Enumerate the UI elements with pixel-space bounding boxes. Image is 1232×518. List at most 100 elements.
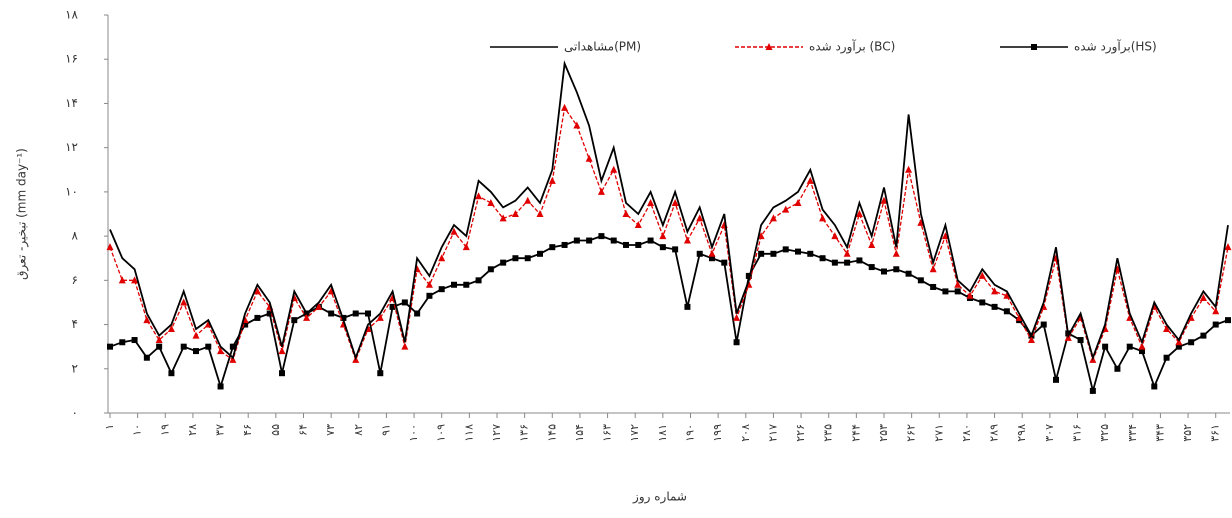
triangle-marker xyxy=(966,291,974,299)
square-marker xyxy=(782,246,789,253)
square-marker xyxy=(733,339,740,346)
square-marker xyxy=(414,310,421,317)
triangle-marker xyxy=(278,347,286,355)
x-tick-label: ۲۴۴ xyxy=(849,424,862,442)
triangle-marker xyxy=(167,324,175,332)
square-marker xyxy=(1077,337,1084,344)
square-marker xyxy=(107,343,113,350)
square-marker xyxy=(463,281,470,288)
triangle-marker xyxy=(733,313,741,321)
square-marker xyxy=(991,303,998,310)
square-marker xyxy=(954,288,961,295)
triangle-marker xyxy=(819,214,827,222)
square-marker xyxy=(1212,321,1219,328)
x-tick-label: ۳۶۱ xyxy=(1209,424,1222,442)
y-axis-title: تبخیر- تعرق (mm day⁻¹) xyxy=(15,148,30,280)
triangle-marker xyxy=(1138,342,1146,350)
y-tick-label: ۲ xyxy=(72,361,78,375)
square-marker xyxy=(1040,321,1047,328)
triangle-marker xyxy=(622,210,630,217)
square-marker xyxy=(426,292,433,299)
triangle-marker xyxy=(868,240,876,248)
square-marker xyxy=(586,237,593,244)
square-marker xyxy=(1225,317,1231,324)
triangle-marker xyxy=(929,265,937,273)
square-marker xyxy=(647,237,654,244)
x-tick-label: ۲۱۷ xyxy=(766,424,779,442)
triangle-marker xyxy=(536,210,544,217)
y-tick-label: ۴ xyxy=(72,317,78,331)
square-marker xyxy=(266,310,273,317)
legend-label: مشاهداتی(PM) xyxy=(564,40,641,54)
square-marker xyxy=(598,233,605,240)
x-tick-label: ۳۵۲ xyxy=(1181,424,1194,442)
square-marker xyxy=(328,310,335,317)
square-marker xyxy=(131,337,138,344)
x-tick-label: ۲۰۸ xyxy=(739,424,752,442)
triangle-marker xyxy=(696,214,704,222)
triangle-marker xyxy=(683,236,691,244)
square-marker xyxy=(475,277,482,284)
x-tick-label: ۳۲۵ xyxy=(1098,424,1111,442)
square-marker xyxy=(1200,332,1207,339)
x-tick-label: ۲۳۵ xyxy=(822,424,835,442)
square-marker xyxy=(709,255,715,262)
triangle-marker xyxy=(106,243,114,251)
x-tick-label: ۱۷۲ xyxy=(628,424,641,442)
square-marker xyxy=(487,266,494,273)
triangle-marker xyxy=(499,214,507,222)
x-tick-label: ۲۷۱ xyxy=(932,424,945,442)
x-axis-title: شماره روز xyxy=(632,490,687,505)
triangle-marker xyxy=(1027,336,1035,344)
triangle-marker xyxy=(585,154,593,162)
square-marker xyxy=(696,250,703,257)
triangle-marker xyxy=(1163,324,1171,332)
series-line xyxy=(109,60,1229,361)
triangle-marker xyxy=(376,313,384,321)
square-marker xyxy=(242,321,249,328)
square-marker xyxy=(180,343,187,350)
triangle-marker xyxy=(806,176,814,184)
square-marker xyxy=(856,257,863,264)
square-marker xyxy=(672,246,679,253)
square-marker xyxy=(942,288,949,295)
x-tick-label: ۶۴ xyxy=(297,424,310,436)
triangle-marker xyxy=(831,232,839,240)
square-marker xyxy=(623,241,629,248)
triangle-marker xyxy=(229,355,237,363)
triangle-marker xyxy=(401,342,409,350)
square-marker xyxy=(917,277,924,284)
triangle-marker xyxy=(855,210,863,217)
series-line xyxy=(109,235,1229,395)
square-marker xyxy=(930,283,937,290)
square-marker xyxy=(549,244,556,251)
square-marker xyxy=(1053,376,1059,383)
square-marker xyxy=(610,237,617,244)
x-tick-label: ۲۸۰ xyxy=(960,424,973,442)
series-line xyxy=(109,106,1229,362)
triangle-marker xyxy=(610,165,618,173)
x-tick-label: ۱۵۴ xyxy=(573,424,586,442)
triangle-marker xyxy=(487,198,495,206)
triangle-marker xyxy=(794,198,802,206)
x-tick-label: ۳۴۳ xyxy=(1153,424,1166,442)
triangle-marker xyxy=(597,187,605,195)
square-marker xyxy=(1175,343,1182,350)
square-marker xyxy=(1114,365,1121,372)
x-tick-label: ۳۳۴ xyxy=(1126,424,1139,442)
triangle-marker xyxy=(978,271,986,279)
triangle-marker xyxy=(671,198,679,206)
square-marker xyxy=(352,310,359,317)
square-marker xyxy=(561,241,568,248)
square-marker xyxy=(229,343,236,350)
square-marker xyxy=(893,266,900,273)
x-tick-label: ۱۹۹ xyxy=(711,424,724,442)
square-marker xyxy=(438,286,445,293)
square-marker xyxy=(868,264,875,271)
square-marker xyxy=(1163,354,1170,361)
y-tick-label: ۱۸ xyxy=(65,8,78,22)
square-marker xyxy=(684,303,691,310)
square-marker xyxy=(193,348,199,355)
triangle-marker xyxy=(843,249,851,257)
